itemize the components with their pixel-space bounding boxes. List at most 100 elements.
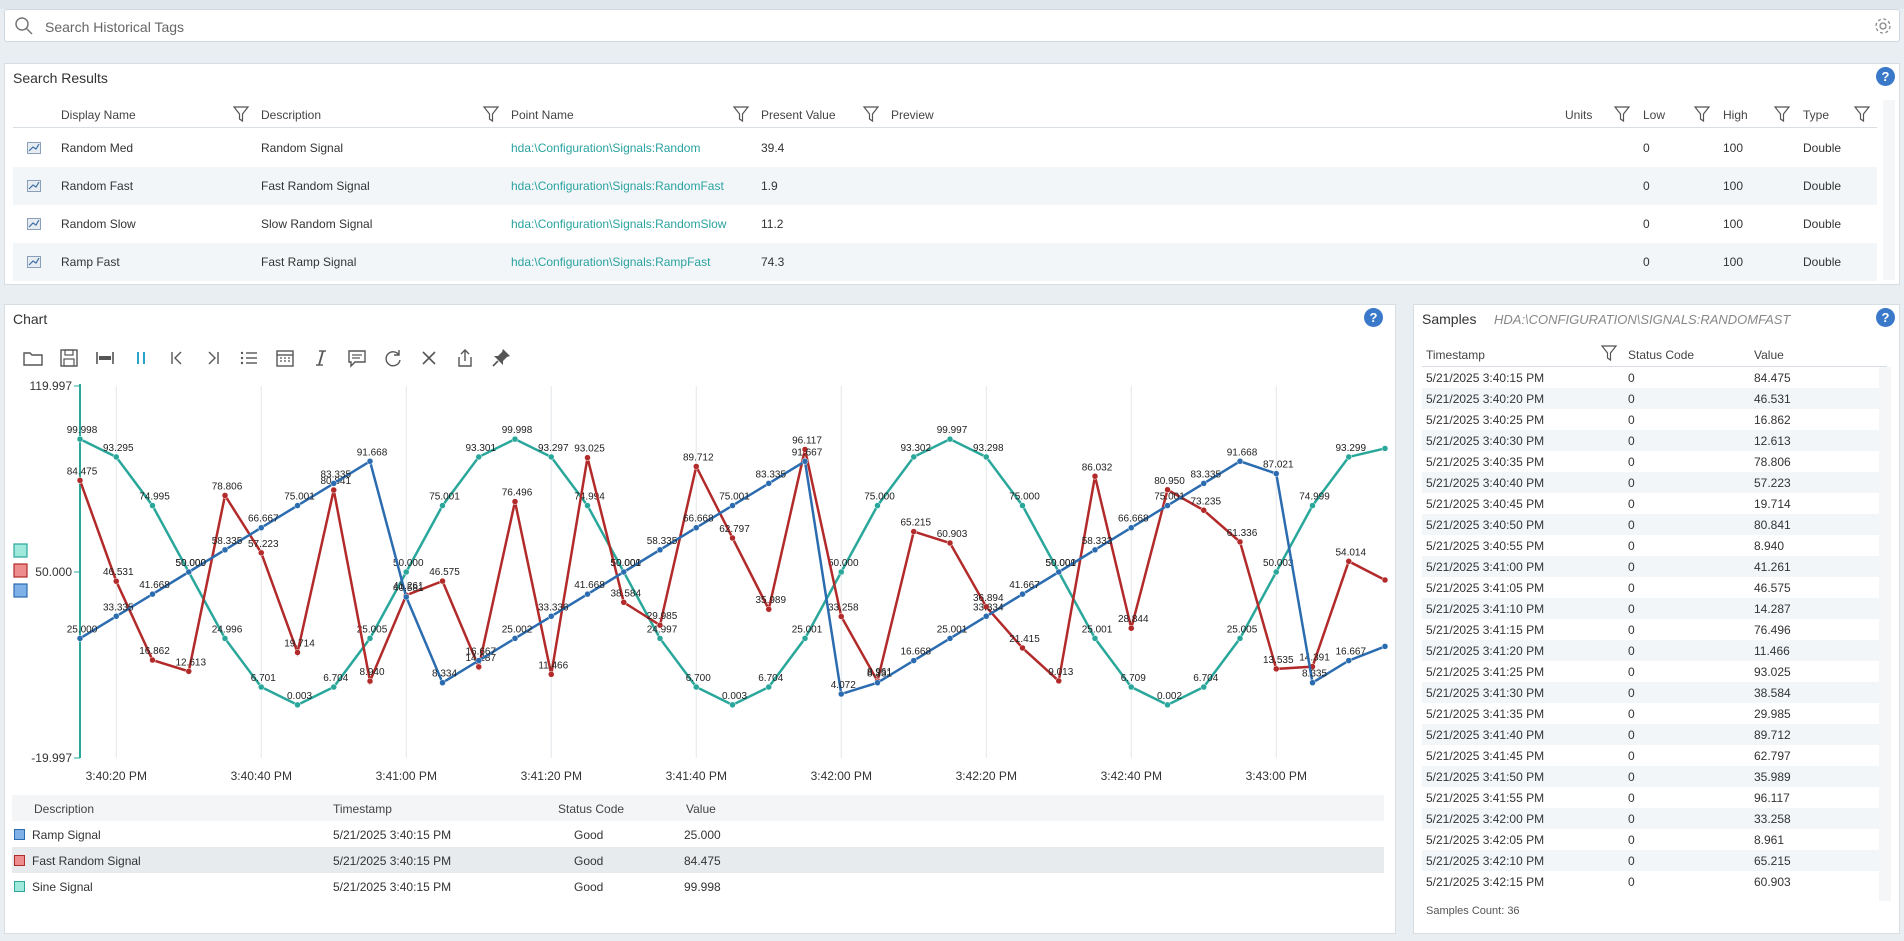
data-point[interactable]	[656, 546, 664, 554]
filter-icon[interactable]	[1693, 105, 1711, 123]
series-line-sine-signal[interactable]	[79, 437, 1386, 707]
list-icon[interactable]	[237, 346, 261, 370]
data-point[interactable]	[838, 613, 845, 620]
cell-point-name-link[interactable]: hda:\Configuration\Signals:RandomFast	[511, 179, 724, 193]
col-status-code[interactable]: Status Code	[1628, 348, 1695, 362]
filter-icon[interactable]	[1600, 344, 1618, 362]
data-point[interactable]	[1055, 568, 1062, 576]
sample-row[interactable]: 5/21/2025 3:42:15 PM 0 60.903	[1422, 871, 1879, 892]
sample-row[interactable]: 5/21/2025 3:41:55 PM 0 96.117	[1422, 787, 1879, 808]
data-point[interactable]	[729, 534, 736, 542]
data-point[interactable]	[983, 453, 990, 461]
series-line-fast-random-signal[interactable]	[78, 449, 1386, 686]
data-point[interactable]	[1019, 502, 1026, 509]
data-point[interactable]	[548, 453, 555, 461]
sample-row[interactable]: 5/21/2025 3:40:50 PM 0 80.841	[1422, 514, 1879, 535]
sample-row[interactable]: 5/21/2025 3:41:15 PM 0 76.496	[1422, 619, 1879, 640]
sample-row[interactable]: 5/21/2025 3:41:45 PM 0 62.797	[1422, 745, 1879, 766]
table-row[interactable]: Random Fast Fast Random Signal hda:\Conf…	[13, 167, 1877, 205]
data-point[interactable]	[620, 568, 627, 576]
samples-help-icon[interactable]: ?	[1876, 308, 1895, 327]
data-point[interactable]	[693, 463, 700, 470]
data-point[interactable]	[910, 528, 917, 535]
data-point[interactable]	[765, 605, 772, 613]
data-point[interactable]	[258, 549, 265, 557]
data-point[interactable]	[330, 683, 337, 691]
data-point[interactable]	[910, 657, 917, 664]
comment-icon[interactable]	[345, 346, 369, 370]
data-point[interactable]	[729, 701, 736, 709]
axis-series-swatch[interactable]	[13, 543, 28, 558]
sample-row[interactable]: 5/21/2025 3:41:20 PM 0 11.466	[1422, 640, 1879, 661]
data-point[interactable]	[1019, 644, 1026, 652]
filter-icon[interactable]	[1613, 105, 1631, 123]
filter-icon[interactable]	[1853, 105, 1871, 123]
search-input[interactable]: Search Historical Tags	[45, 19, 185, 35]
scrollbar[interactable]	[1879, 367, 1891, 901]
data-point[interactable]	[693, 524, 700, 531]
data-point[interactable]	[185, 568, 192, 576]
folder-icon[interactable]	[21, 346, 45, 370]
fit-width-icon[interactable]	[93, 346, 117, 370]
cell-point-name-link[interactable]: hda:\Configuration\Signals:RandomSlow	[511, 217, 727, 231]
refresh-icon[interactable]	[381, 346, 405, 370]
data-point[interactable]	[330, 480, 337, 487]
filter-icon[interactable]	[862, 105, 880, 123]
data-point[interactable]	[801, 446, 809, 453]
data-point[interactable]	[1273, 665, 1280, 673]
data-point[interactable]	[1345, 453, 1352, 461]
data-point[interactable]	[1345, 558, 1352, 565]
legend-row-fast-random[interactable]: Fast Random Signal 5/21/2025 3:40:15 PM …	[12, 847, 1384, 873]
col-present-value[interactable]: Present Value	[761, 108, 836, 122]
col-description[interactable]: Description	[261, 108, 322, 122]
data-point[interactable]	[439, 577, 446, 585]
data-point[interactable]	[838, 690, 845, 698]
data-point[interactable]	[946, 539, 954, 547]
save-icon[interactable]	[57, 346, 81, 370]
data-point[interactable]	[874, 679, 881, 686]
cell-point-name-link[interactable]: hda:\Configuration\Signals:Random	[511, 141, 701, 155]
data-point[interactable]	[801, 635, 809, 642]
data-point[interactable]	[1381, 576, 1389, 584]
data-point[interactable]	[76, 435, 84, 443]
data-point[interactable]	[1200, 507, 1207, 514]
data-point[interactable]	[1055, 677, 1062, 685]
sample-row[interactable]: 5/21/2025 3:40:55 PM 0 8.940	[1422, 535, 1879, 556]
data-point[interactable]	[149, 502, 156, 509]
data-point[interactable]	[801, 458, 809, 465]
filter-icon[interactable]	[232, 105, 250, 123]
data-point[interactable]	[910, 453, 917, 461]
data-point[interactable]	[1236, 635, 1244, 642]
data-point[interactable]	[511, 435, 519, 443]
sample-row[interactable]: 5/21/2025 3:42:05 PM 0 8.961	[1422, 829, 1879, 850]
data-point[interactable]	[584, 590, 591, 598]
data-point[interactable]	[1273, 568, 1280, 576]
data-point[interactable]	[113, 453, 120, 461]
data-point[interactable]	[403, 593, 410, 601]
data-point[interactable]	[366, 458, 374, 465]
col-value[interactable]: Value	[1754, 348, 1784, 362]
data-point[interactable]	[874, 502, 881, 509]
trend-icon[interactable]	[27, 142, 41, 154]
data-point[interactable]	[221, 546, 229, 554]
data-point[interactable]	[403, 568, 410, 576]
last-icon[interactable]	[201, 346, 225, 370]
data-point[interactable]	[294, 502, 301, 509]
data-point[interactable]	[1091, 546, 1099, 554]
sample-row[interactable]: 5/21/2025 3:42:00 PM 0 33.258	[1422, 808, 1879, 829]
axis-series-swatch[interactable]	[13, 583, 28, 598]
data-point[interactable]	[1128, 683, 1135, 691]
sample-row[interactable]: 5/21/2025 3:40:35 PM 0 78.806	[1422, 451, 1879, 472]
table-row[interactable]: Ramp Fast Fast Ramp Signal hda:\Configur…	[13, 243, 1877, 281]
col-display-name[interactable]: Display Name	[61, 108, 136, 122]
data-point[interactable]	[946, 435, 954, 443]
data-point[interactable]	[1164, 701, 1171, 709]
data-point[interactable]	[620, 599, 627, 606]
search-results-help-icon[interactable]: ?	[1876, 67, 1895, 86]
sample-row[interactable]: 5/21/2025 3:40:15 PM 0 84.475	[1422, 367, 1879, 388]
filter-icon[interactable]	[482, 105, 500, 123]
data-point[interactable]	[439, 502, 446, 509]
data-point[interactable]	[1309, 502, 1316, 509]
sample-row[interactable]: 5/21/2025 3:40:40 PM 0 57.223	[1422, 472, 1879, 493]
data-point[interactable]	[584, 502, 591, 509]
